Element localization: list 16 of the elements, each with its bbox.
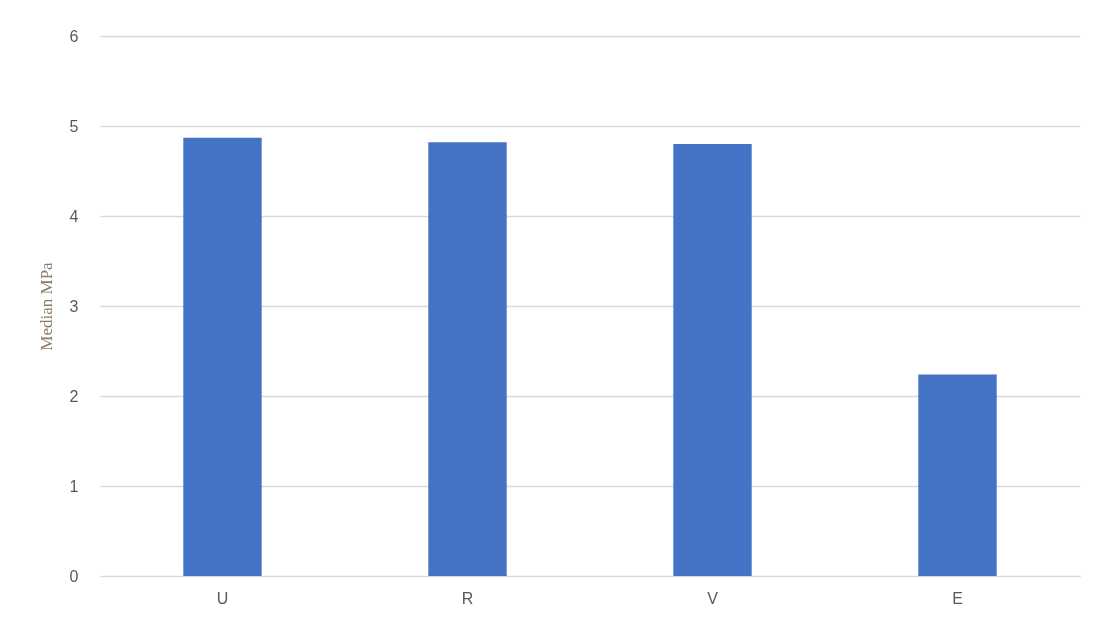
y-tick-label: 6 <box>69 27 79 45</box>
bar <box>673 144 752 576</box>
x-tick-label: R <box>461 589 474 607</box>
y-tick-label: 5 <box>69 117 79 135</box>
y-axis-title: Median MPa <box>36 261 56 351</box>
y-tick-label: 1 <box>69 477 79 495</box>
y-tick-label: 0 <box>69 567 79 585</box>
bar <box>918 374 997 576</box>
y-tick-label: 4 <box>69 207 79 225</box>
bar <box>428 142 507 576</box>
x-tick-label: U <box>216 589 229 607</box>
x-tick-label: V <box>707 589 719 607</box>
y-tick-label: 3 <box>69 297 79 315</box>
bar <box>183 137 262 576</box>
y-tick-label: 2 <box>69 387 79 405</box>
x-tick-label: E <box>952 589 963 607</box>
